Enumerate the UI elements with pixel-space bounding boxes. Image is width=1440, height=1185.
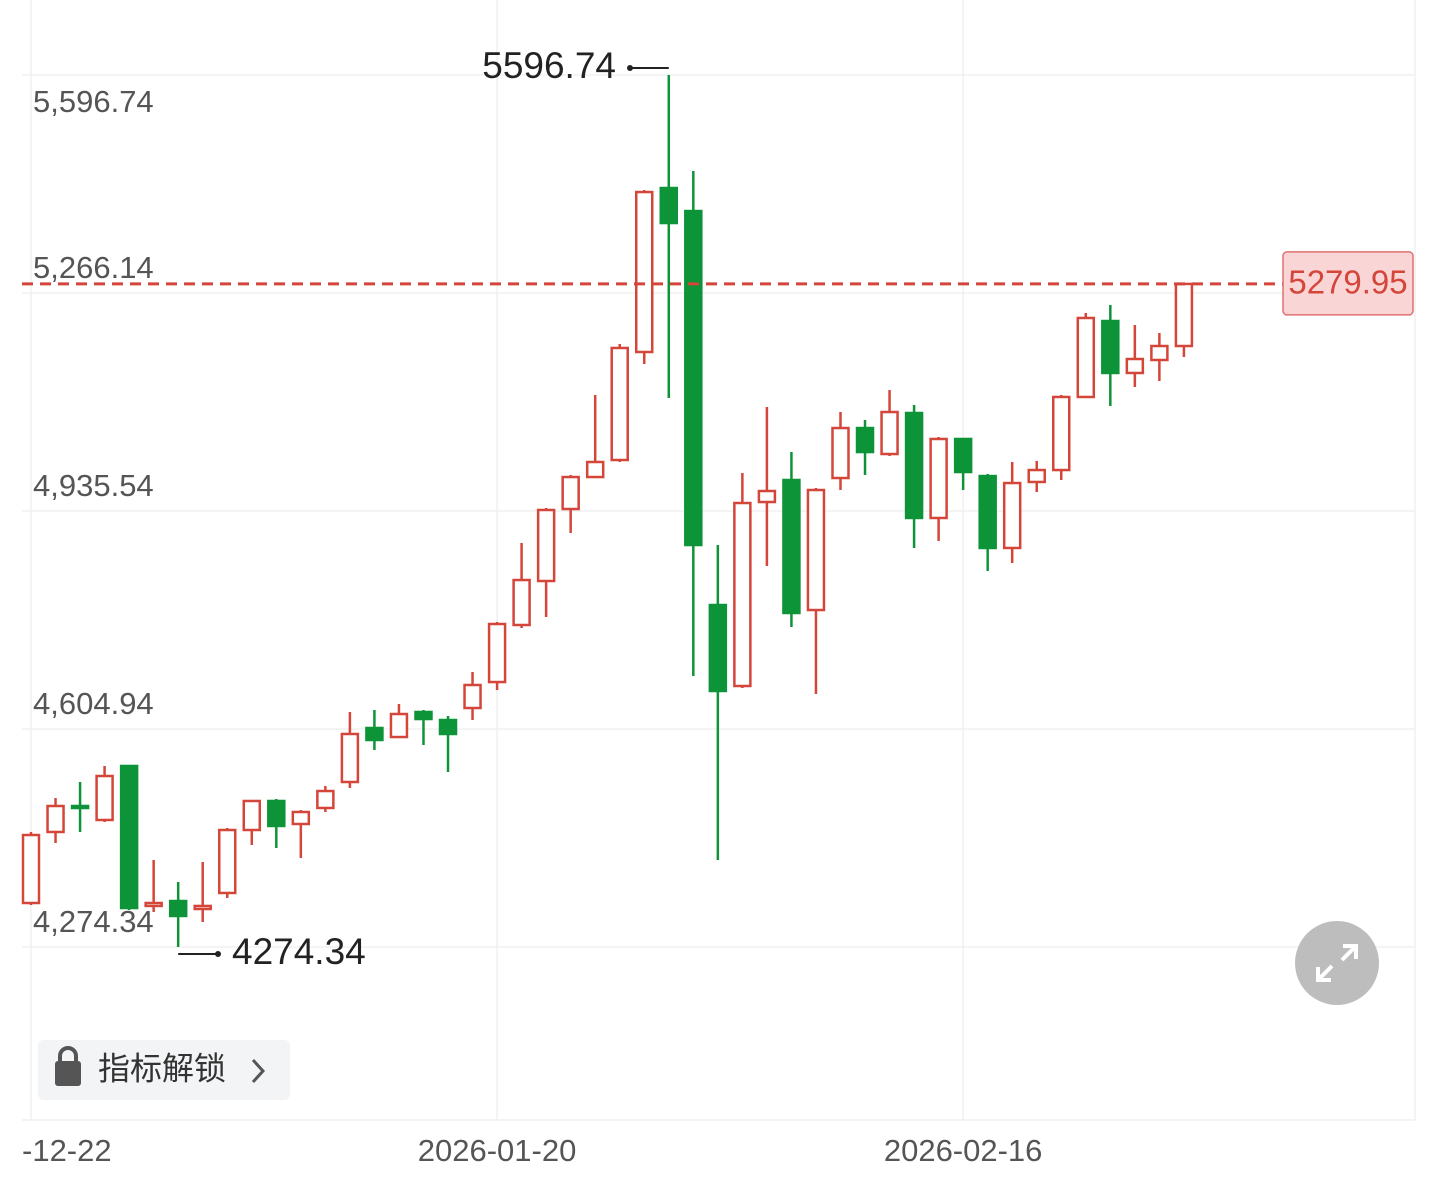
y-tick-label: 5,266.14 [33,250,154,285]
candle-body [1174,282,1194,348]
candle-body [855,426,875,454]
overlays: 5,596.74 5,266.14 4,935.54 4,604.94 4,274.34… [22,45,1414,1168]
candle-body [708,603,728,693]
candle-body [95,774,114,822]
candle-body [242,799,262,832]
candle-body [217,828,237,895]
expand-bg[interactable] [1295,921,1379,1005]
y-tick-label: 5,596.74 [33,84,154,119]
candle-body [757,489,777,504]
expand-button[interactable] [1295,921,1379,1005]
candle-body [365,726,384,742]
candle-body [70,804,90,810]
candle-body [463,683,482,710]
candle-body [144,901,163,908]
candle-body [414,710,433,721]
candle-body [1052,395,1071,472]
y-tick-label: 4,274.34 [33,904,154,939]
candle-body [1101,319,1120,375]
y-tick-label: 4,935.54 [33,468,154,503]
candle-body [561,475,580,511]
candle-body [610,346,629,462]
last-price-box [1282,251,1414,316]
candle-body [782,478,801,615]
candle-body [438,718,458,736]
candle-body [1125,357,1145,375]
expand-icon [1316,944,1358,982]
candle-body [978,474,997,550]
min-label: 4274.34 [232,931,366,972]
candle-body [316,789,335,810]
candle-body [193,904,212,911]
button-label[interactable]: 指标解锁 [98,1050,226,1086]
max-label: 5596.74 [482,45,616,86]
candle-body [929,437,948,520]
max-dot [627,65,633,72]
lock-shackle [58,1046,78,1062]
candle-body [831,426,850,480]
candle-body [1076,316,1096,399]
candle-body [1027,468,1046,484]
indicator-button[interactable]: 指标解锁 [38,1040,290,1100]
candle-body [684,209,703,547]
candle-body [953,437,973,474]
candle-body [487,622,507,684]
lock-icon [55,1061,81,1086]
candle-body [21,833,41,905]
candle-body [291,810,311,826]
x-tick-label: 2026-02-16 [884,1133,1043,1168]
x-tick-label: 2026-01-20 [418,1133,577,1168]
button-bg[interactable] [38,1040,290,1100]
candle-body [635,190,654,354]
candle-body [1150,344,1169,362]
candle-body [46,804,65,834]
candle-body [1002,481,1022,550]
candle-body [806,488,826,612]
min-dot [215,951,221,958]
candle-body [340,732,360,784]
candle-body [267,799,286,828]
candle-body [389,712,409,739]
candle-body [512,578,531,627]
chevron [251,1058,266,1084]
candle-body [585,460,605,479]
y-tick-label: 4,604.94 [33,686,154,721]
candle-body [904,411,924,520]
candle-body [880,410,899,456]
candle-body [659,186,679,225]
candle-body [733,501,752,688]
candle-body [536,508,556,583]
x-tick-label: -12-22 [22,1133,112,1168]
candles [21,75,1194,948]
candle-body [119,764,139,910]
candle-body [168,899,188,918]
last-price-label: 5279.95 [1288,264,1407,301]
